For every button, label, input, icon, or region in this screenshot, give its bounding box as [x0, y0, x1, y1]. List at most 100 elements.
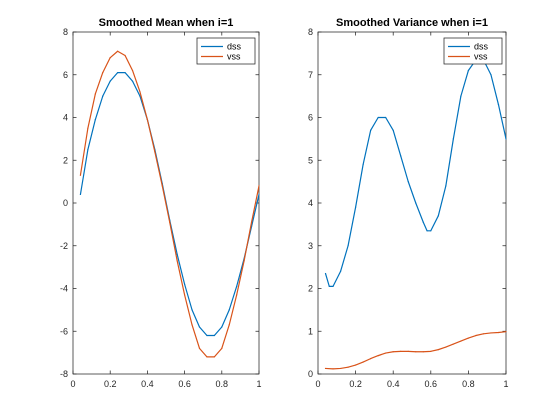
variance-series-dss-point [328, 285, 330, 287]
variance-series-dss-point [497, 104, 500, 106]
mean-series-vss-point [176, 260, 178, 262]
mean-series-vss-point [124, 54, 126, 57]
variance-series-vss-point [400, 350, 402, 352]
variance-series-vss-point [347, 366, 349, 368]
variance-x-tick-label: 0.2 [349, 379, 362, 389]
mean-series-vss-point [94, 93, 96, 95]
variance-series-dss-point [355, 206, 357, 208]
mean-series-dss-point [102, 95, 104, 97]
mean-series-vss-point [139, 91, 141, 93]
variance-series-vss-point [482, 333, 485, 335]
variance-series-vss-point [430, 350, 432, 352]
mean-series-vss-point [117, 50, 119, 52]
variance-series-dss-point [430, 230, 432, 232]
mean-series-dss-point [176, 253, 178, 255]
mean-series-dss-point [94, 119, 96, 121]
variance-series-vss-point [407, 350, 409, 352]
mean-legend-label-vss: vss [227, 52, 241, 62]
mean-series-vss-point [169, 221, 171, 223]
mean-series-vss-point [236, 294, 238, 296]
variance-series-vss-point [377, 355, 379, 357]
variance-series-vss-point [437, 349, 439, 351]
mean-series-vss-point [191, 324, 193, 326]
variance-series-dss-point [490, 74, 492, 76]
mean-series-dss-point [124, 72, 126, 74]
mean-series-vss-point [109, 57, 111, 59]
variance-series-dss-point [370, 129, 372, 131]
variance-series-dss-point [339, 270, 342, 272]
variance-series-vss-point [490, 332, 492, 334]
mean-series-vss-point [221, 347, 223, 349]
variance-y-tick-label: 3 [308, 241, 313, 251]
variance-x-tick-label: 0.4 [387, 379, 400, 389]
variance-series-vss-point [460, 340, 462, 342]
variance-series-vss-point [422, 351, 424, 353]
variance-x-tick-label: 0.6 [425, 379, 438, 389]
mean-y-tick-label: -8 [60, 369, 68, 379]
variance-series-dss-point [460, 95, 462, 97]
mean-series-vss-point [102, 72, 104, 74]
variance-x-tick-label: 1 [503, 379, 508, 389]
mean-series-vss-point [79, 174, 82, 176]
variance-series-vss-point [505, 331, 507, 333]
variance-y-tick-label: 2 [308, 284, 313, 294]
variance-series-dss-point [385, 116, 387, 119]
variance-series-dss-point [422, 221, 424, 223]
mean-series-vss-point [146, 119, 148, 121]
mean-x-tick-label: 0.6 [178, 379, 191, 389]
variance-series-vss-point [385, 352, 387, 354]
variance-series-dss-point [452, 138, 454, 140]
variance-series-dss-point [445, 185, 447, 187]
variance-series-dss-point [407, 181, 409, 183]
mean-series-dss-point [117, 72, 119, 74]
variance-series-dss-point [437, 215, 439, 217]
variance-series-dss-point [392, 129, 394, 131]
mean-series-vss-point [258, 185, 260, 187]
variance-series-vss-point [475, 334, 477, 337]
mean-series-dss-point [191, 309, 193, 311]
mean-series-dss-point [221, 326, 223, 328]
mean-y-tick-label: 6 [63, 70, 68, 80]
variance-series-vss-point [355, 364, 357, 366]
mean-series-dss-point [87, 148, 89, 151]
variance-series-vss-point [392, 351, 394, 353]
variance-series-dss-point [467, 69, 469, 72]
variance-series-dss-point [377, 116, 379, 119]
variance-series-vss-point [324, 367, 327, 370]
variance-series-dss-point [332, 285, 334, 287]
mean-x-tick-label: 0 [70, 379, 75, 389]
mean-series-vss-point [250, 221, 253, 223]
variance-plot-title: Smoothed Variance when i=1 [336, 17, 488, 29]
mean-series-dss-point [184, 283, 186, 285]
variance-legend-box [443, 37, 503, 65]
mean-y-tick-label: 0 [63, 198, 68, 208]
variance-series-vss-point [339, 367, 342, 370]
variance-legend-label-vss: vss [474, 52, 488, 62]
variance-plot-area [317, 31, 507, 375]
variance-y-tick-label: 5 [308, 155, 313, 165]
mean-series-vss-point [228, 324, 230, 326]
mean-series-vss-point [198, 347, 201, 349]
variance-y-tick-label: 6 [308, 113, 313, 123]
variance-series-dss-point [415, 202, 417, 204]
variance-y-tick-label: 0 [308, 369, 313, 379]
variance-legend-label-dss: dss [474, 42, 489, 52]
variance-series-dss-point [505, 138, 507, 140]
variance-series-vss-point [370, 358, 372, 360]
mean-series-dss-point [79, 193, 82, 196]
mean-y-tick-label: 2 [63, 155, 68, 165]
variance-y-tick-label: 4 [308, 198, 313, 208]
variance-y-tick-label: 8 [308, 27, 313, 37]
mean-x-tick-label: 0.2 [104, 379, 117, 389]
mean-y-tick-label: 4 [63, 113, 68, 123]
mean-y-tick-label: -4 [60, 284, 68, 294]
variance-series-dss-point [400, 155, 402, 157]
variance-series-dss-point [324, 272, 327, 275]
mean-series-dss-point [228, 309, 230, 311]
mean-series-vss-point [206, 356, 208, 358]
mean-series-dss-point [131, 80, 134, 82]
variance-series-vss-point [445, 346, 447, 348]
mean-x-tick-label: 1 [256, 379, 261, 389]
